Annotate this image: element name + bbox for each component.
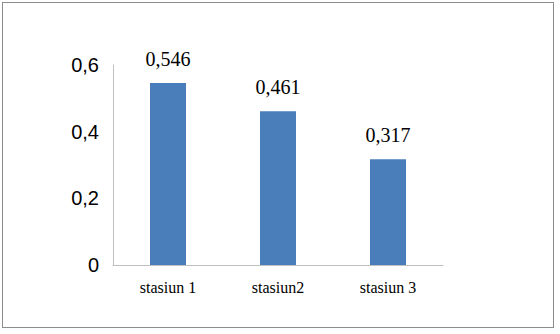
svg-text:0,2: 0,2: [71, 187, 99, 209]
svg-text:stasiun 1: stasiun 1: [140, 279, 196, 296]
svg-text:stasiun2: stasiun2: [252, 279, 304, 296]
svg-text:0,546: 0,546: [146, 48, 191, 70]
svg-text:0,317: 0,317: [366, 124, 411, 146]
svg-text:0,461: 0,461: [256, 76, 301, 98]
svg-text:stasiun 3: stasiun 3: [360, 279, 416, 296]
svg-text:0,6: 0,6: [71, 54, 99, 76]
svg-text:0,4: 0,4: [71, 121, 99, 143]
svg-text:0: 0: [88, 254, 99, 276]
